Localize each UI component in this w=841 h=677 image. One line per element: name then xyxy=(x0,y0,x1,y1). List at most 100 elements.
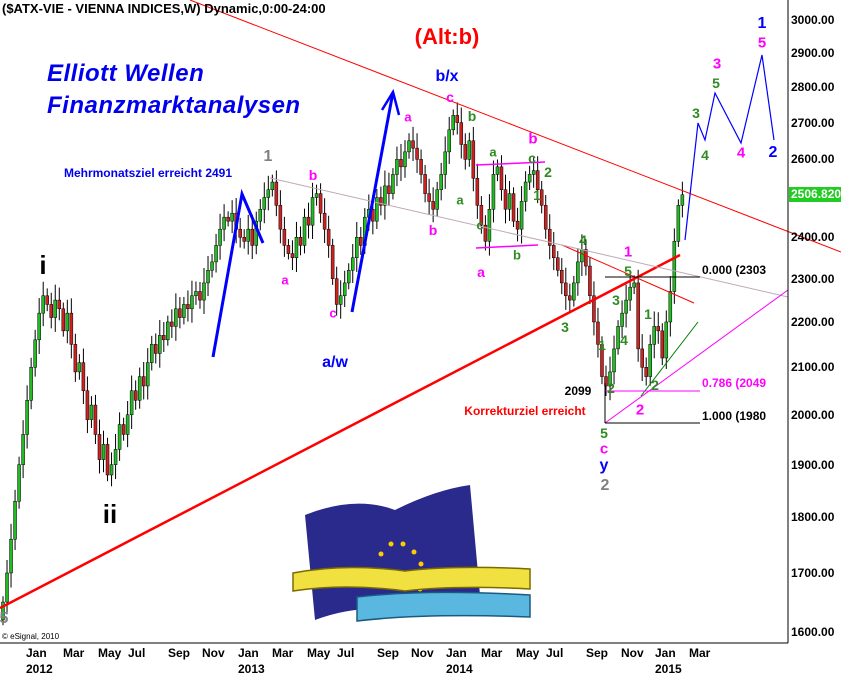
short-trend-line xyxy=(561,244,695,304)
candle xyxy=(145,362,150,387)
candle xyxy=(290,253,295,259)
wave-label: c xyxy=(476,217,484,233)
alt-label: (Alt:b) xyxy=(414,24,480,49)
candle xyxy=(97,434,102,460)
wave-label: 2 xyxy=(600,477,610,494)
candle xyxy=(246,228,250,242)
wave-label: 5 xyxy=(757,34,767,52)
wave-label: b xyxy=(467,108,477,124)
brand-line-2: Finanzmarktanalysen xyxy=(47,92,301,119)
candle xyxy=(547,228,552,246)
candle xyxy=(395,159,399,175)
wave-label: 1 xyxy=(757,15,767,32)
wave-label: 1 xyxy=(263,148,273,165)
wave-label: 4 xyxy=(579,232,587,248)
blue-wave-path xyxy=(211,188,265,358)
x-tick-label: Mar xyxy=(63,646,85,660)
candle xyxy=(399,159,403,168)
chart-title: ($ATX-VIE - VIENNA INDICES,W) Dynamic,0:… xyxy=(2,1,326,16)
candle xyxy=(515,220,520,230)
wave-label: c xyxy=(599,440,609,458)
candle xyxy=(25,400,29,435)
wave-label: 3 xyxy=(712,55,722,73)
wave-label: 2 xyxy=(635,401,645,419)
candle xyxy=(535,170,540,191)
candle xyxy=(403,151,407,168)
candle xyxy=(507,193,512,210)
candle xyxy=(45,295,49,305)
candle xyxy=(326,228,331,246)
candle xyxy=(238,228,242,238)
candle xyxy=(41,295,45,314)
wave-label: i xyxy=(39,250,47,280)
candle xyxy=(668,291,673,323)
wave-label: a xyxy=(489,144,497,160)
candle xyxy=(182,304,186,318)
x-year-label: 2013 xyxy=(238,662,265,676)
candle xyxy=(519,201,524,230)
candle xyxy=(330,245,335,279)
correction-note: Korrekturziel erreicht xyxy=(464,404,586,418)
candle xyxy=(294,237,299,259)
candle xyxy=(543,205,548,230)
candle xyxy=(198,291,202,301)
candle xyxy=(431,201,435,210)
candle xyxy=(154,344,158,354)
candle xyxy=(415,147,419,160)
candle xyxy=(612,348,616,373)
wave-label: 5 xyxy=(712,75,720,91)
candle xyxy=(334,278,339,305)
low-value-label: 2099 xyxy=(564,384,592,398)
candle xyxy=(483,224,488,242)
candle xyxy=(57,299,62,310)
fib-0-label: 0.000 (2303 xyxy=(702,263,767,277)
candle xyxy=(258,209,263,222)
eu-stars-icon xyxy=(378,541,424,592)
candle xyxy=(69,312,74,345)
candle xyxy=(588,265,592,297)
candle xyxy=(266,189,271,198)
candle xyxy=(81,362,86,391)
downtrend-line xyxy=(189,0,841,253)
candle xyxy=(568,295,572,301)
candle xyxy=(133,390,138,401)
x-tick-label: Mar xyxy=(689,646,711,660)
candle xyxy=(556,257,560,271)
candle xyxy=(628,286,632,301)
candle xyxy=(125,414,130,435)
x-tick-label: May xyxy=(307,646,331,660)
candle xyxy=(174,308,178,327)
x-tick-label: Nov xyxy=(202,646,225,660)
x-tick-label: Jan xyxy=(238,646,259,660)
x-tick-label: Sep xyxy=(377,646,400,660)
projection-path xyxy=(684,54,775,241)
candle xyxy=(463,144,468,160)
candle xyxy=(379,197,383,206)
candle xyxy=(314,193,319,198)
x-tick-label: Jul xyxy=(337,646,355,660)
candle xyxy=(218,228,222,246)
candle xyxy=(499,166,504,191)
green-support-line xyxy=(640,321,699,397)
candle xyxy=(93,404,98,435)
candle xyxy=(580,249,584,263)
x-year-label: 2012 xyxy=(26,662,53,676)
wave-label: 2 xyxy=(607,380,615,396)
candle xyxy=(672,241,677,292)
candle xyxy=(342,282,347,297)
fib-0786-label: 0.786 (2049 xyxy=(702,376,767,390)
y-tick-label: 2100.00 xyxy=(791,360,835,375)
candle xyxy=(644,367,648,377)
candle xyxy=(459,122,464,145)
wave-label: b/x xyxy=(435,68,459,85)
target-note: Mehrmonatsziel erreicht 2491 xyxy=(63,166,233,180)
candle xyxy=(137,376,142,401)
wave-label: 1 xyxy=(598,337,606,353)
candle xyxy=(65,312,70,332)
candle xyxy=(455,115,460,123)
candle xyxy=(338,295,343,305)
wave-label: 5 xyxy=(600,425,608,441)
candle xyxy=(278,205,283,230)
x-year-label: 2015 xyxy=(655,662,682,676)
candle xyxy=(652,326,656,345)
